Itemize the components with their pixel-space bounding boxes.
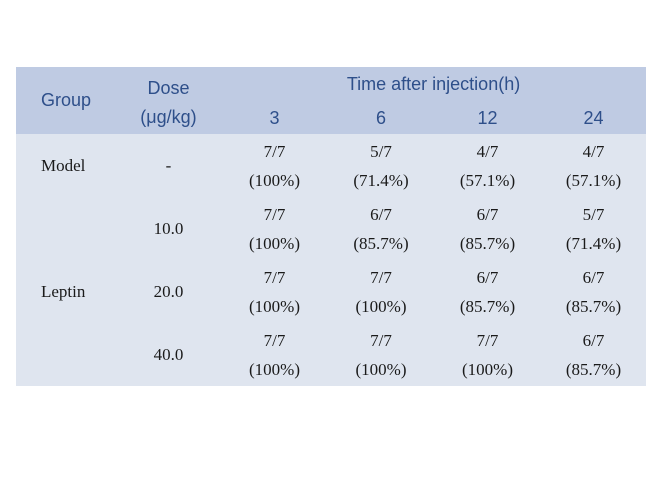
ratio: 6/7 (476, 204, 499, 224)
result-cell: 7/7 (100%) (328, 323, 434, 386)
header-timepoint: 3 (221, 101, 328, 134)
result-cell: 4/7 (57.1%) (541, 134, 647, 197)
result-cell: 7/7 (100%) (221, 260, 328, 323)
percent: (57.1%) (565, 170, 622, 190)
result-cell: 7/7 (100%) (221, 134, 328, 197)
header-dose-unit: (μg/kg) (116, 101, 221, 134)
ratio: 7/7 (263, 141, 286, 161)
ratio: 5/7 (370, 141, 392, 161)
percent: (100%) (249, 170, 300, 190)
result-cell: 5/7 (71.4%) (541, 197, 647, 260)
ratio: 7/7 (370, 267, 392, 287)
ratio: 6/7 (476, 267, 499, 287)
percent: (100%) (462, 359, 513, 379)
table-row: Model - 7/7 (100%) 5/7 (71.4%) 4/7 (57.1%) … (16, 134, 647, 197)
result-cell: 7/7 (100%) (221, 197, 328, 260)
result-cell: 5/7 (71.4%) (328, 134, 434, 197)
header-group: Group (16, 67, 116, 134)
ratio: 7/7 (263, 330, 286, 350)
result-cell: 7/7 (100%) (221, 323, 328, 386)
ratio: 7/7 (263, 204, 286, 224)
header-time-after-injection: Time after injection(h) (221, 67, 647, 101)
ratio: 4/7 (476, 141, 499, 161)
percent: (100%) (249, 233, 300, 253)
result-cell: 6/7 (85.7%) (434, 197, 541, 260)
percent: (71.4%) (353, 170, 409, 190)
ratio: 6/7 (582, 330, 605, 350)
ratio: 5/7 (582, 204, 605, 224)
percent: (85.7%) (459, 233, 516, 253)
percent: (100%) (355, 296, 407, 316)
ratio: 4/7 (582, 141, 605, 161)
result-cell: 6/7 (85.7%) (541, 260, 647, 323)
dose-cell: - (116, 134, 221, 197)
percent: (85.7%) (565, 296, 622, 316)
result-cell: 6/7 (85.7%) (434, 260, 541, 323)
group-cell: Model (16, 134, 116, 197)
survival-table: Group Dose Time after injection(h) (μg/k… (16, 67, 647, 386)
dose-cell: 40.0 (116, 323, 221, 386)
ratio: 6/7 (370, 204, 392, 224)
header-timepoint: 24 (541, 101, 647, 134)
result-cell: 6/7 (85.7%) (328, 197, 434, 260)
header-dose: Dose (116, 67, 221, 101)
dose-cell: 10.0 (116, 197, 221, 260)
ratio: 6/7 (582, 267, 605, 287)
percent: (85.7%) (459, 296, 516, 316)
header-timepoint: 12 (434, 101, 541, 134)
result-cell: 4/7 (57.1%) (434, 134, 541, 197)
result-cell: 7/7 (100%) (434, 323, 541, 386)
table-row: 40.0 7/7 (100%) 7/7 (100%) 7/7 (100%) 6/7 (8… (16, 323, 647, 386)
ratio: 7/7 (476, 330, 499, 350)
dose-cell: 20.0 (116, 260, 221, 323)
ratio: 7/7 (263, 267, 286, 287)
table-row: 20.0 7/7 (100%) 7/7 (100%) 6/7 (85.7%) 6/7 (… (16, 260, 647, 323)
percent: (85.7%) (565, 359, 622, 379)
percent: (71.4%) (565, 233, 622, 253)
percent: (100%) (355, 359, 407, 379)
result-cell: 7/7 (100%) (328, 260, 434, 323)
result-cell: 6/7 (85.7%) (541, 323, 647, 386)
percent: (85.7%) (353, 233, 409, 253)
percent: (100%) (249, 359, 300, 379)
percent: (57.1%) (459, 170, 516, 190)
table-row: Leptin 10.0 7/7 (100%) 6/7 (85.7%) 6/7 (85.… (16, 197, 647, 386)
ratio: 7/7 (370, 330, 392, 350)
group-cell: Leptin (16, 197, 116, 386)
header-timepoint: 6 (328, 101, 434, 134)
percent: (100%) (249, 296, 300, 316)
